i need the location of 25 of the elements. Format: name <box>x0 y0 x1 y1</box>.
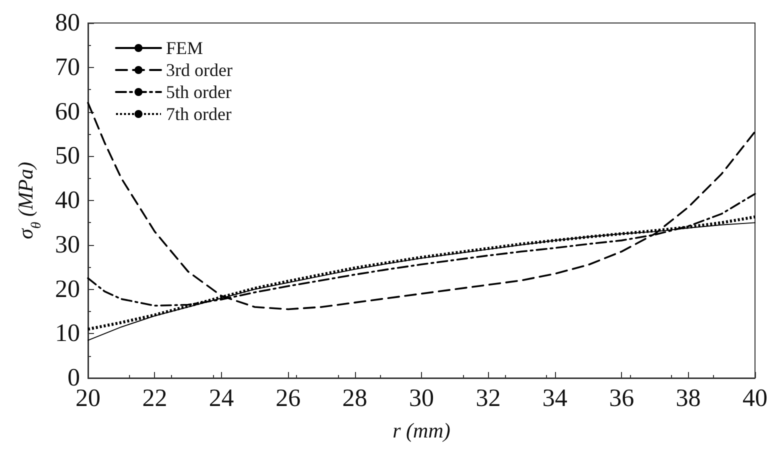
x-tick-label: 28 <box>342 385 368 412</box>
y-tick-label: 60 <box>55 98 80 126</box>
x-tick-label: 20 <box>76 385 100 412</box>
x-tick-label: 32 <box>476 385 501 412</box>
legend-label: 3rd order <box>166 60 232 80</box>
legend-label: FEM <box>166 38 204 58</box>
legend-label: 5th order <box>166 82 232 102</box>
x-tick-label: 40 <box>742 385 768 412</box>
y-tick-label: 50 <box>55 142 80 170</box>
x-tick-label: 24 <box>208 385 234 412</box>
x-tick-label: 34 <box>542 385 568 412</box>
y-tick-label: 20 <box>55 276 80 303</box>
x-tick-label: 22 <box>142 385 168 412</box>
y-tick-label: 40 <box>55 187 80 214</box>
x-tick-label: 36 <box>609 385 634 412</box>
y-tick-label: 80 <box>55 10 80 36</box>
x-tick-label: 30 <box>409 385 434 412</box>
x-tick-label: 26 <box>276 385 301 412</box>
y-tick-label: 70 <box>55 54 80 81</box>
x-axis-title: r (mm) <box>392 418 450 442</box>
legend-label: 7th order <box>166 104 232 124</box>
y-axis-title: σθ (MPa) <box>14 162 45 240</box>
x-tick-label: 38 <box>676 385 701 412</box>
y-tick-label: 30 <box>55 231 80 258</box>
y-tick-label: 10 <box>55 320 80 348</box>
